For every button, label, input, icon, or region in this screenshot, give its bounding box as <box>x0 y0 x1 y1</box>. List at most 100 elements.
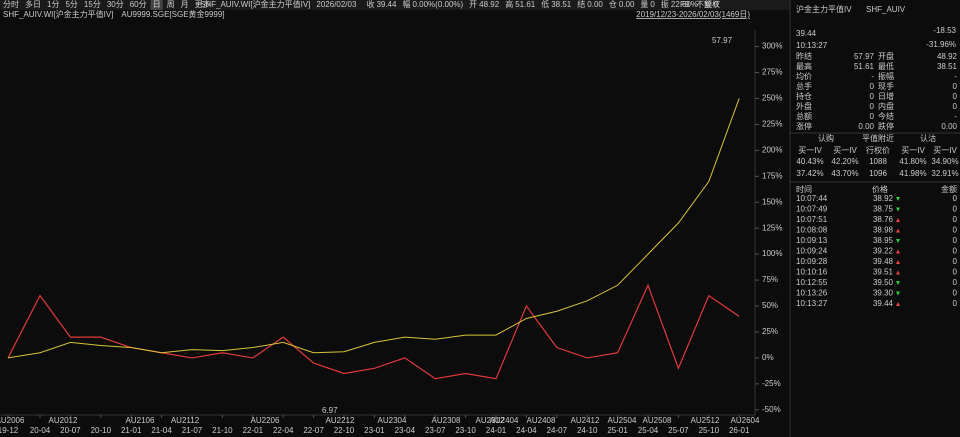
period-tab[interactable]: 15分 <box>84 0 101 9</box>
trade-price: 38.95 <box>873 236 894 245</box>
arrow <box>896 249 900 254</box>
quote-item: 低 <box>541 0 549 9</box>
y-tick-label: 300% <box>762 42 782 51</box>
quote-item: 48.92 <box>479 0 500 9</box>
quote-item: 量 <box>640 0 648 9</box>
quote-label: 今结 <box>878 111 894 121</box>
x-tick-label: 21-04 <box>151 426 172 435</box>
quote-value: 0 <box>953 102 958 111</box>
contract-label: AU2308 <box>432 416 461 425</box>
trade-time: 10:12:55 <box>796 278 828 287</box>
contract-label: AU2412 <box>571 416 600 425</box>
quote-value: 38.51 <box>937 62 958 71</box>
x-tick-label: 22-01 <box>243 426 264 435</box>
quote-item: 额 <box>704 0 712 9</box>
y-tick-label: 175% <box>762 171 782 180</box>
option-col: 买一IV <box>798 146 822 155</box>
option-cell: 40.43% <box>796 157 823 166</box>
arrow <box>896 239 900 243</box>
option-cell: 43.70% <box>831 169 858 178</box>
series-line <box>7 98 740 359</box>
x-tick-label: 25-01 <box>607 426 628 435</box>
trade-price: 38.92 <box>873 194 894 203</box>
x-tick-label: 24-07 <box>547 426 568 435</box>
x-tick-label: 22-07 <box>303 426 324 435</box>
contract-label: AU2006 <box>0 416 25 425</box>
quote-item: SHF_AUIV.WI[沪金主力平值IV] <box>200 0 310 9</box>
contract-label: AU2408 <box>527 416 556 425</box>
contract-label: AU2212 <box>326 416 355 425</box>
quote-item: 51.61 <box>515 0 536 9</box>
x-tick-label: 21-10 <box>212 426 233 435</box>
period-tab[interactable]: 多日 <box>25 0 41 9</box>
quote-label: 内盘 <box>878 101 894 111</box>
quote-value: 0 <box>870 102 875 111</box>
hotkey[interactable]: F9 <box>680 0 690 9</box>
trade-amount: 0 <box>953 257 958 266</box>
trade-head: 时间 <box>796 184 812 194</box>
quote-label: 开盘 <box>878 51 894 61</box>
arrow <box>896 218 900 222</box>
option-head: 平值附近 <box>862 133 894 143</box>
x-tick-label: 23-07 <box>425 426 446 435</box>
trade-amount: 0 <box>953 215 958 224</box>
quote-label: 外盘 <box>796 101 812 111</box>
adjust[interactable]: 不复权 <box>696 0 720 9</box>
x-tick-label: 20-04 <box>30 426 51 435</box>
period-tab[interactable]: 1分 <box>47 0 59 9</box>
trade-amount: 0 <box>953 236 958 245</box>
panel-code: SHF_AUIV <box>866 5 906 14</box>
quote-label: 最高 <box>796 61 812 71</box>
trade-price: 39.22 <box>873 247 894 256</box>
contract-label: AU2508 <box>643 416 672 425</box>
period-tab[interactable]: 周 <box>167 0 175 9</box>
quote-label: 振幅 <box>878 71 894 81</box>
trade-price: 39.48 <box>873 257 894 266</box>
trade-price: 39.51 <box>873 268 894 277</box>
quote-item: 0.00%(0.00%) <box>412 0 463 9</box>
trade-price: 39.30 <box>873 289 894 298</box>
quote-label: 昨结 <box>796 51 812 61</box>
y-tick-label: 75% <box>762 275 778 284</box>
arrow <box>896 207 900 212</box>
y-tick-label: 50% <box>762 301 778 310</box>
period-tab[interactable]: 分时 <box>3 0 19 9</box>
trade-price: 38.75 <box>873 205 894 214</box>
change: -18.53 <box>933 26 956 35</box>
quote-item: 2026/02/03 <box>316 0 357 9</box>
quote-value: 51.61 <box>854 62 875 71</box>
quote-value: 57.97 <box>854 52 875 61</box>
y-tick-label: 225% <box>762 120 782 129</box>
quote-item: 结 <box>577 0 585 9</box>
period-tab[interactable]: 60分 <box>130 0 147 9</box>
period-tab[interactable]: 30分 <box>107 0 124 9</box>
trade-price: 38.76 <box>873 215 894 224</box>
active-tab <box>150 0 163 10</box>
period-tab[interactable]: 5分 <box>65 0 77 9</box>
quote-item: 38.51 <box>551 0 572 9</box>
trade-amount: 0 <box>953 299 958 308</box>
change-pct: -31.96% <box>926 40 956 49</box>
arrow <box>896 270 900 275</box>
trade-time: 10:13:27 <box>796 299 828 308</box>
trade-time: 10:09:28 <box>796 257 828 266</box>
quote-label: 跌停 <box>878 121 894 131</box>
arrow <box>896 302 900 306</box>
period-tab[interactable]: 月 <box>181 0 189 9</box>
option-cell: 1088 <box>869 157 887 166</box>
option-col: 买一IV <box>833 146 857 155</box>
x-tick-label: 23-04 <box>395 426 416 435</box>
quote-item: 0 <box>714 0 719 9</box>
legend-entry: AU9999.SGE[SGE黄金9999] <box>121 9 224 19</box>
period-tab[interactable]: 更多 <box>195 0 211 9</box>
arrow <box>896 281 900 285</box>
quote-item: 振 <box>661 0 669 9</box>
trade-time: 10:09:13 <box>796 236 828 245</box>
trade-price: 38.98 <box>873 226 894 235</box>
period-tab[interactable]: 日 <box>153 0 161 9</box>
y-tick-label: 250% <box>762 94 782 103</box>
y-tick-label: 25% <box>762 327 778 336</box>
contract-label: AU2312 <box>476 416 505 425</box>
x-tick-label: 25-07 <box>668 426 689 435</box>
x-tick-label: 22-10 <box>334 426 355 435</box>
